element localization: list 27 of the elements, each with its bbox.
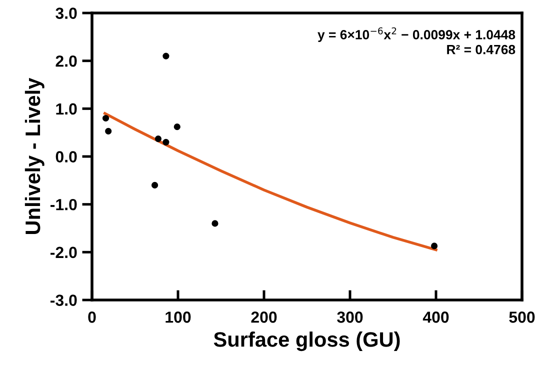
point — [174, 124, 180, 130]
point — [162, 138, 170, 146]
x-tick-label: 300 — [337, 312, 363, 323]
x-tick-label: 400 — [422, 312, 449, 323]
point — [105, 128, 112, 134]
point — [162, 52, 170, 60]
y-tick-label: -3.0 — [50, 294, 77, 306]
annotation: y = 6×10$^{−6}$x$^{2}$ − 0.0099x + 1.0448 — [318, 27, 516, 42]
point — [430, 242, 438, 250]
x-tick-label: 200 — [251, 312, 277, 323]
point — [102, 114, 110, 122]
annotation: R² = 0.4768 — [447, 44, 516, 54]
y-tick-label: -1.0 — [50, 198, 77, 210]
y-axis-title: Unlively - Lively — [24, 78, 44, 234]
y-tick-label: 2.0 — [56, 55, 77, 67]
x-tick-label: 500 — [509, 312, 535, 323]
y-tick-label: 3.0 — [56, 8, 77, 19]
point — [212, 220, 218, 227]
x-axis-title: Surface gloss (GU) — [214, 332, 400, 352]
x-tick-label: 0 — [88, 312, 96, 323]
y-tick-label: 0.0 — [56, 151, 77, 162]
point — [151, 182, 158, 188]
line-series — [104, 112, 438, 252]
point — [154, 136, 162, 142]
y-tick-label: 1.0 — [56, 103, 77, 115]
x-tick-label: 100 — [166, 312, 191, 323]
y-tick-label: -2.0 — [50, 246, 77, 258]
